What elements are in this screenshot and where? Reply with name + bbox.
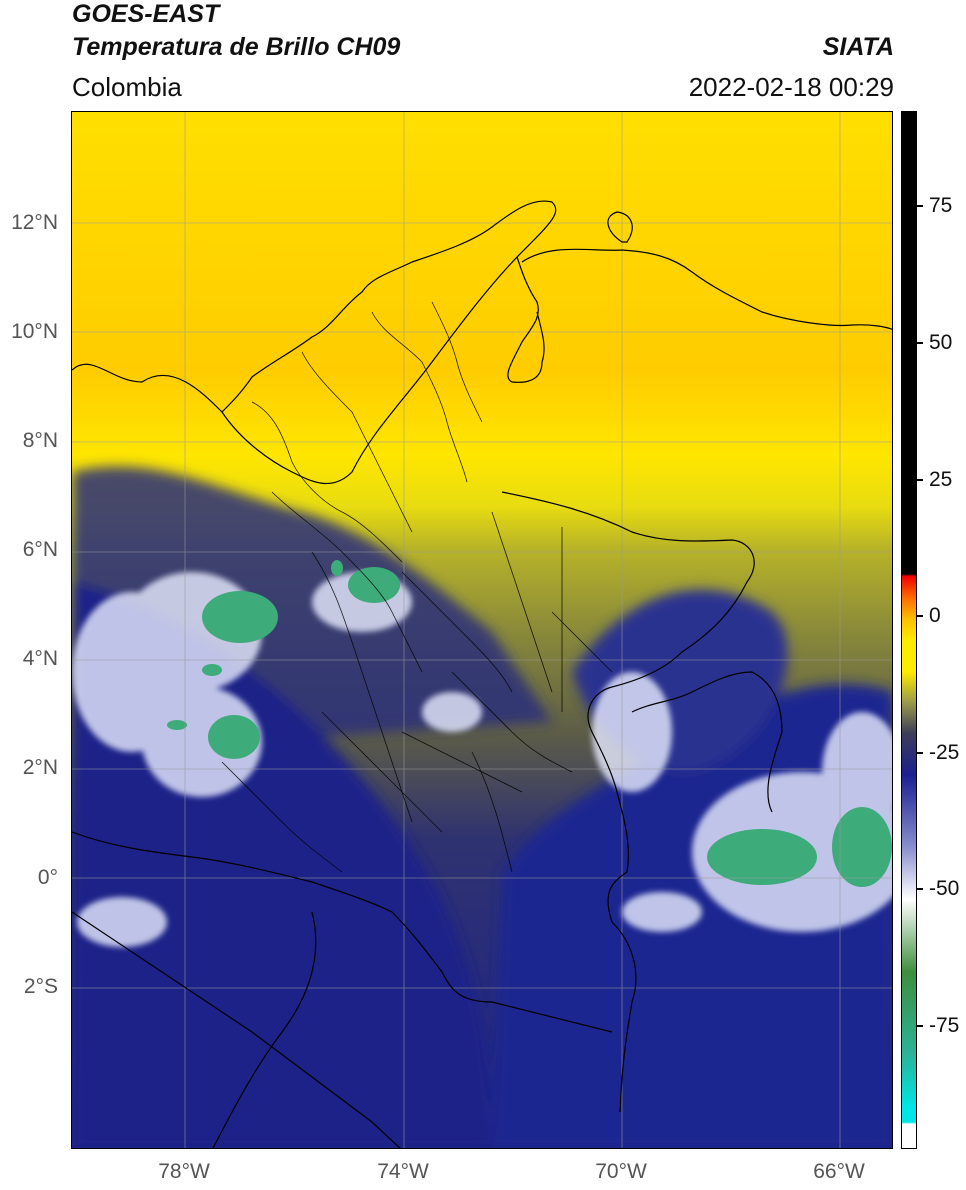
latitude-label: 8°N <box>22 429 58 452</box>
colorbar-tick <box>917 615 923 617</box>
gridlines <box>72 112 892 1148</box>
temperature-colorbar <box>901 111 917 1149</box>
latitude-label: 10°N <box>11 320 58 343</box>
colorbar-label: -75 <box>929 1014 960 1037</box>
longitude-label: 78°W <box>158 1160 210 1183</box>
latitude-label: 12°N <box>11 211 58 234</box>
region-label: Colombia <box>72 72 182 102</box>
timestamp-label: 2022-02-18 00:29 <box>688 72 894 102</box>
colorbar-tick <box>917 342 923 344</box>
colorbar-label: 50 <box>929 331 953 354</box>
colorbar-label: 75 <box>929 194 953 217</box>
cloud-tops-white <box>72 572 892 947</box>
department-borders <box>221 301 613 873</box>
latitude-label: 0° <box>37 866 58 889</box>
colorbar-label: -25 <box>929 741 960 764</box>
satellite-title: GOES-EAST <box>72 0 220 28</box>
colorbar-tick <box>917 205 923 207</box>
latitude-label: 4°N <box>22 647 58 670</box>
colorbar-label: -50 <box>929 877 960 900</box>
latitude-label: 6°N <box>22 538 58 561</box>
colorbar-tick <box>917 888 923 890</box>
satellite-map[interactable] <box>71 111 893 1149</box>
latitude-label: 2°S <box>23 975 58 998</box>
colorbar-tick <box>917 479 923 481</box>
latitude-label: 2°N <box>22 756 58 779</box>
map-canvas <box>72 112 892 1148</box>
product-title: Temperatura de Brillo CH09 <box>72 33 401 61</box>
country-borders <box>72 200 892 1148</box>
longitude-label: 66°W <box>813 1160 865 1183</box>
brand-label: SIATA <box>822 33 894 61</box>
coldest-cloud-cores <box>167 560 892 887</box>
longitude-label: 70°W <box>595 1160 647 1183</box>
colorbar-label: 25 <box>929 468 953 491</box>
longitude-label: 74°W <box>377 1160 429 1183</box>
colorbar-tick <box>917 752 923 754</box>
colorbar-tick <box>917 1025 923 1027</box>
colorbar-label: 0 <box>929 604 941 627</box>
